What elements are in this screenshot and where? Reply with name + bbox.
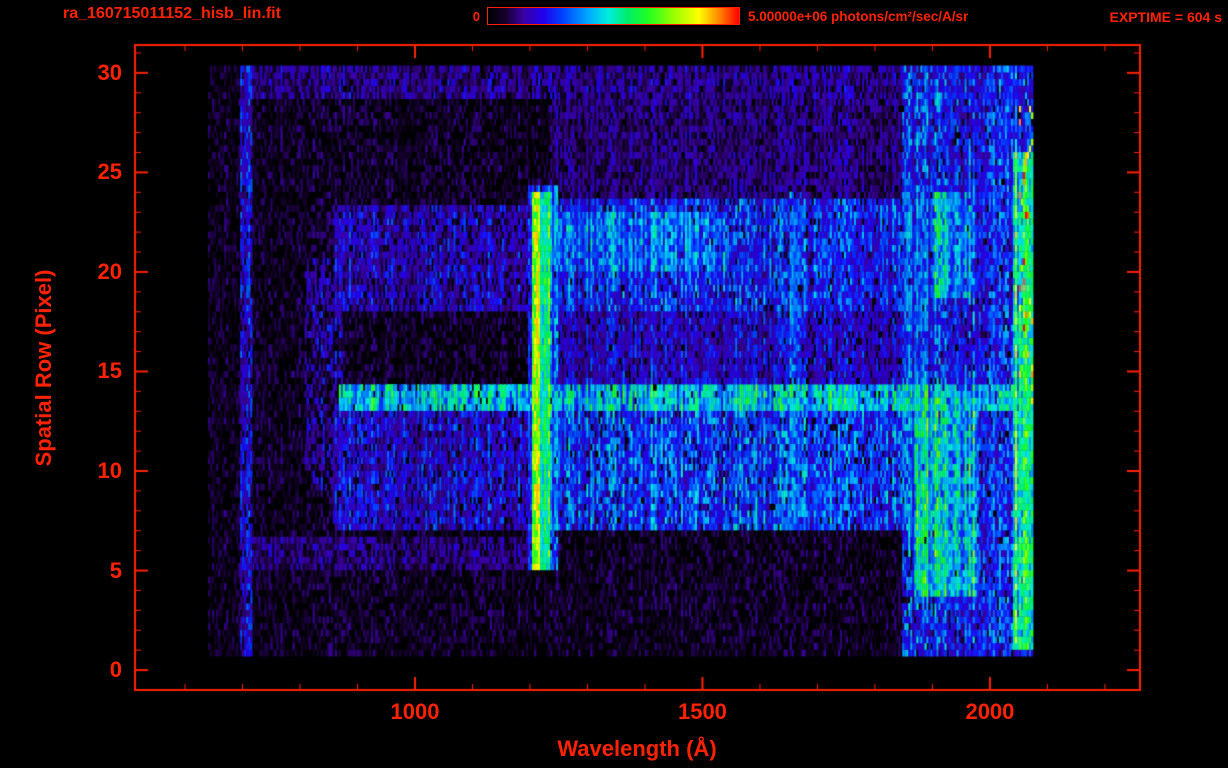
y-tick-label: 5 bbox=[109, 557, 122, 583]
plot-title: ra_160715011152_hisb_lin.fit bbox=[63, 5, 281, 22]
colorbar bbox=[487, 7, 740, 25]
x-axis-label: Wavelength (Å) bbox=[557, 736, 717, 761]
x-tick-label: 2000 bbox=[965, 699, 1015, 724]
colorbar-gradient bbox=[488, 8, 739, 24]
exptime-label: EXPTIME = 604 s bbox=[1109, 9, 1222, 25]
y-tick-label: 25 bbox=[97, 159, 122, 185]
x-tick-label: 1000 bbox=[390, 699, 440, 724]
y-tick-label: 30 bbox=[97, 59, 122, 85]
y-tick-label: 0 bbox=[109, 657, 122, 683]
y-tick-label: 20 bbox=[97, 258, 122, 284]
y-tick-label: 10 bbox=[97, 458, 122, 484]
colorbar-min-label: 0 bbox=[472, 9, 480, 24]
x-tick-label: 1500 bbox=[677, 699, 727, 724]
y-tick-label: 15 bbox=[97, 358, 122, 384]
colorbar-max-label: 5.00000e+06 photons/cm²/sec/A/sr bbox=[748, 9, 969, 24]
